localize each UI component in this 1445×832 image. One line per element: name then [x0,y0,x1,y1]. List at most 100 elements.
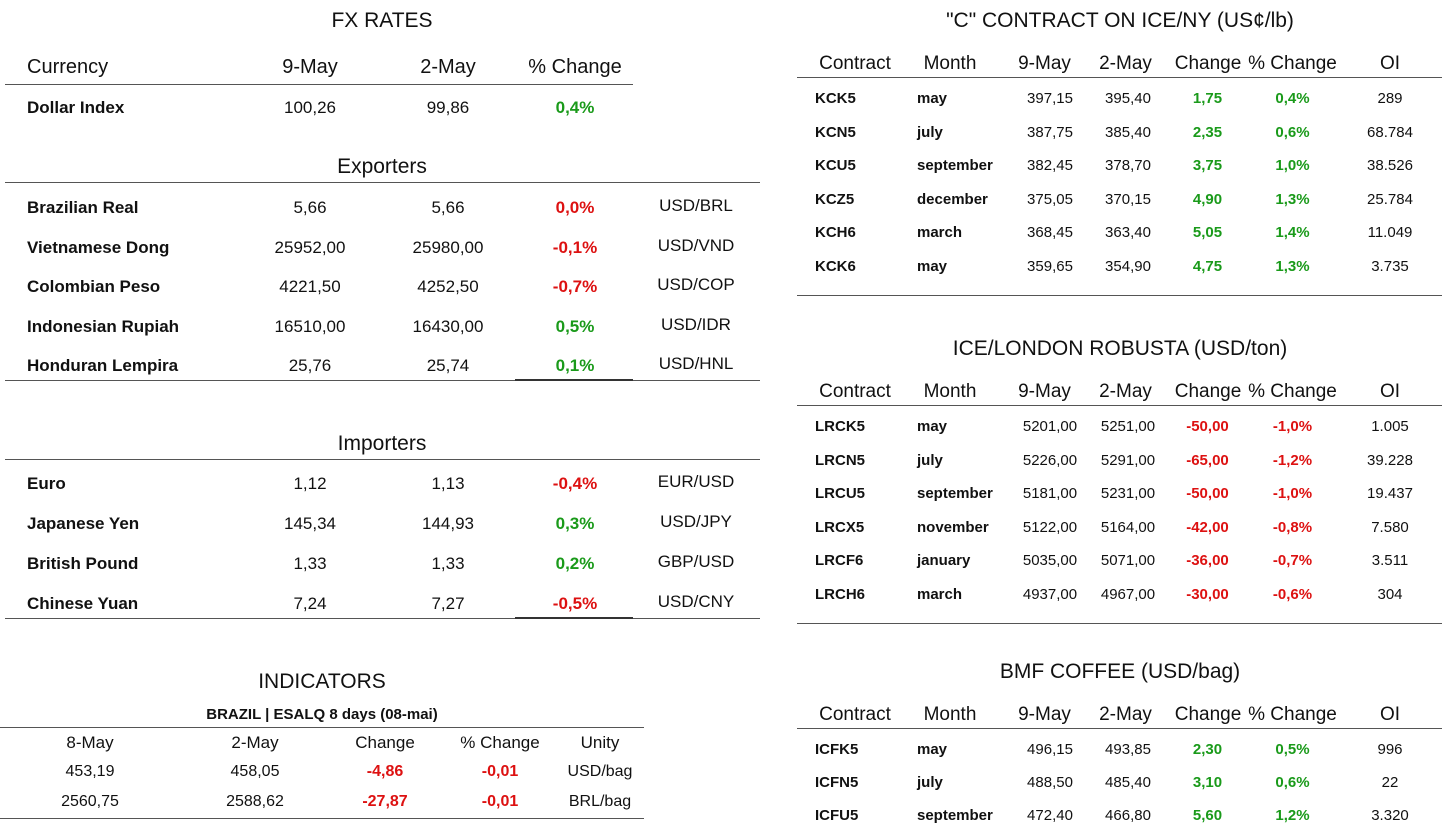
futures-cell: 382,45 [1027,157,1073,174]
futures-cell: 5201,00 [1022,418,1078,435]
futures-cell: 11.049 [1367,224,1413,241]
futures-cell: -30,00 [1186,585,1229,603]
futures-cell: 7.580 [1371,518,1409,536]
futures-cell: december [917,190,988,208]
fx-header-date1: 9-May [282,56,338,78]
futures-cell: ICFK5 [815,741,859,758]
futures-cell: 19.437 [1367,485,1413,502]
futures-cell: 496,15 [1027,741,1073,758]
currency-pair: USD/IDR [661,314,731,334]
indicators-cell: -0,01 [481,763,519,780]
futures-cell: july [917,123,943,141]
futures-header: Change [1174,53,1242,74]
indicators-cell: 2588,62 [226,793,284,810]
fx-header-rule [5,84,633,85]
futures-header: Contract [819,53,891,74]
futures-cell: 996 [1377,741,1403,758]
rate-change: 0,5% [555,316,595,336]
currency-pair: GBP/USD [657,552,735,571]
indicators-header: Unity [580,733,620,752]
indicators-header: 8-May [66,733,114,752]
dollar-index-label: Dollar Index [27,98,125,117]
futures-cell: 466,80 [1105,807,1151,824]
futures-cell: LRCK5 [815,418,866,435]
exporters-rule-bottom-thick [515,379,633,381]
indicators-rule-bottom [0,818,644,819]
futures-cell: 3.735 [1371,257,1409,275]
rate-date2: 25,74 [426,356,470,375]
futures-cell: 1,4% [1275,224,1310,241]
futures-header: % Change [1248,53,1337,74]
currency-name: Japanese Yen [27,514,140,533]
importers-title: Importers [337,432,427,455]
futures-cell: 0,4% [1275,90,1310,107]
futures-cell: -1,2% [1272,451,1313,469]
importers-rule-bottom-end [633,618,760,619]
futures-cell: 25.784 [1367,190,1413,208]
futures-cell: ICFN5 [815,774,859,791]
futures-cell: 378,70 [1105,157,1151,174]
futures-cell: 4937,00 [1022,585,1078,603]
futures-cell: 354,90 [1105,257,1151,275]
futures-header: % Change [1248,381,1337,402]
futures-header: 9-May [1018,381,1071,402]
futures-cell: KCK6 [815,257,856,275]
futures-cell: KCH6 [815,224,856,241]
importers-rule-top [5,459,760,460]
futures-cell: january [917,552,971,569]
rate-change: 0,3% [555,514,595,533]
fx-header-date2: 2-May [420,56,476,78]
futures-header: Change [1174,381,1242,402]
fx-header-currency: Currency [27,56,109,78]
rate-date2: 16430,00 [412,316,484,336]
futures-cell: 5231,00 [1100,485,1156,502]
indicators-cell: BRL/bag [568,793,632,810]
futures-header: 2-May [1099,53,1152,74]
futures-cell: 0,6% [1275,774,1310,791]
futures-cell: 2,30 [1192,741,1223,758]
rate-date1: 7,24 [293,594,327,613]
futures-header: Month [923,704,977,725]
futures-cell: march [917,224,963,241]
indicators-cell: -4,86 [366,763,404,780]
futures-cell: LRCX5 [815,518,865,536]
futures-cell: 5164,00 [1100,518,1156,536]
futures-header: OI [1379,704,1401,725]
futures-cell: 375,05 [1027,190,1073,208]
futures-header: OI [1379,53,1401,74]
futures-cell: september [917,157,993,174]
futures-cell: 3,75 [1192,157,1223,174]
rate-change: -0,4% [552,474,598,493]
futures-cell: 395,40 [1105,90,1151,107]
futures-cell: 5122,00 [1022,518,1078,536]
futures-header: Month [923,381,977,402]
rate-date1: 25952,00 [274,237,346,257]
futures-cell: 3.320 [1371,807,1409,824]
futures-cell: -0,8% [1272,518,1313,536]
rate-change: -0,1% [552,237,598,257]
futures-header: OI [1379,381,1401,402]
futures-cell: 38.526 [1367,157,1413,174]
rate-date1: 25,76 [288,356,332,375]
currency-name: Colombian Peso [27,277,161,296]
futures-cell: ICFU5 [815,807,859,824]
futures-bottom-rule [797,295,1442,296]
indicators-title: INDICATORS [258,670,386,693]
futures-cell: LRCH6 [815,585,866,603]
currency-pair: USD/JPY [660,512,732,531]
rate-date1: 1,12 [293,474,327,493]
futures-cell: 493,85 [1105,741,1151,758]
futures-cell: 3.511 [1371,552,1409,569]
futures-header: Month [923,53,977,74]
futures-header: Change [1174,704,1242,725]
futures-cell: 385,40 [1105,123,1151,141]
rate-date2: 4252,50 [417,277,479,296]
rate-change: 0,0% [555,198,595,217]
rate-date1: 5,66 [293,198,327,217]
futures-cell: september [917,485,993,502]
futures-cell: -0,6% [1272,585,1313,603]
currency-name: Euro [27,474,66,493]
futures-header-rule [797,77,1442,78]
futures-cell: may [917,90,948,107]
futures-cell: 488,50 [1027,774,1073,791]
